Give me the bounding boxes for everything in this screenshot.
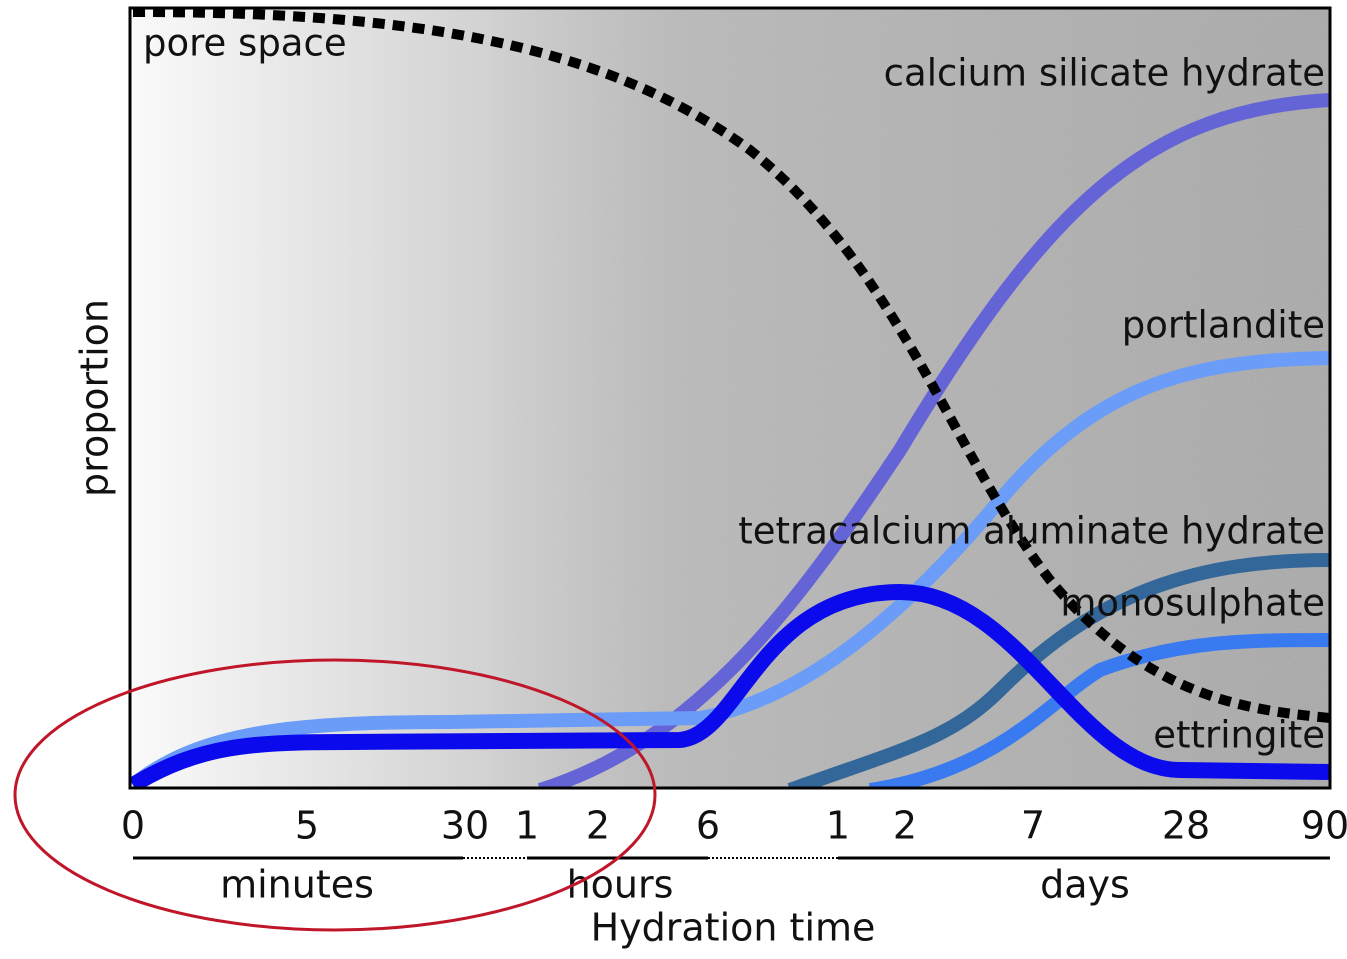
curve-label: monosulphate (1060, 582, 1325, 625)
curves (130, 8, 1330, 788)
unit-label: minutes (220, 863, 374, 907)
unit-label: days (1040, 863, 1130, 907)
y-axis-label: proportion (73, 299, 117, 497)
highlight-ellipse (13, 658, 657, 932)
curve-label: tetracalcium aluminate hydrate (738, 510, 1325, 553)
x-axis-label: Hydration time (591, 906, 876, 950)
x-tick-label: 30 (441, 804, 489, 848)
x-tick-label: 2 (893, 804, 917, 848)
x-tick-label: 90 (1301, 804, 1347, 848)
x-tick-label: 2 (586, 804, 610, 848)
tah-curve (787, 553, 1330, 788)
plot-frame (128, 6, 1332, 790)
x-tick-label: 5 (295, 804, 319, 848)
x-tick-label: 28 (1162, 804, 1210, 848)
x-tick-label: 1 (826, 804, 850, 848)
pore-space-curve (132, 8, 1330, 723)
curve-label: ettringite (1153, 714, 1325, 757)
x-tick-label: 0 (121, 804, 145, 848)
x-tick-label: 1 (515, 804, 539, 848)
ettringite-curve (130, 583, 1330, 788)
x-tick-label: 7 (1021, 804, 1045, 848)
unit-label: hours (567, 863, 674, 907)
curve-label: pore space (143, 22, 347, 65)
portlandite-curve (130, 351, 1330, 788)
curve-label: portlandite (1122, 304, 1325, 347)
curve-label: calcium silicate hydrate (884, 52, 1325, 95)
x-tick-label: 6 (696, 804, 720, 848)
monosulphate-curve (868, 633, 1330, 788)
x-ticks: 0 5 30 1 2 6 1 2 7 28 90 (121, 804, 1347, 848)
